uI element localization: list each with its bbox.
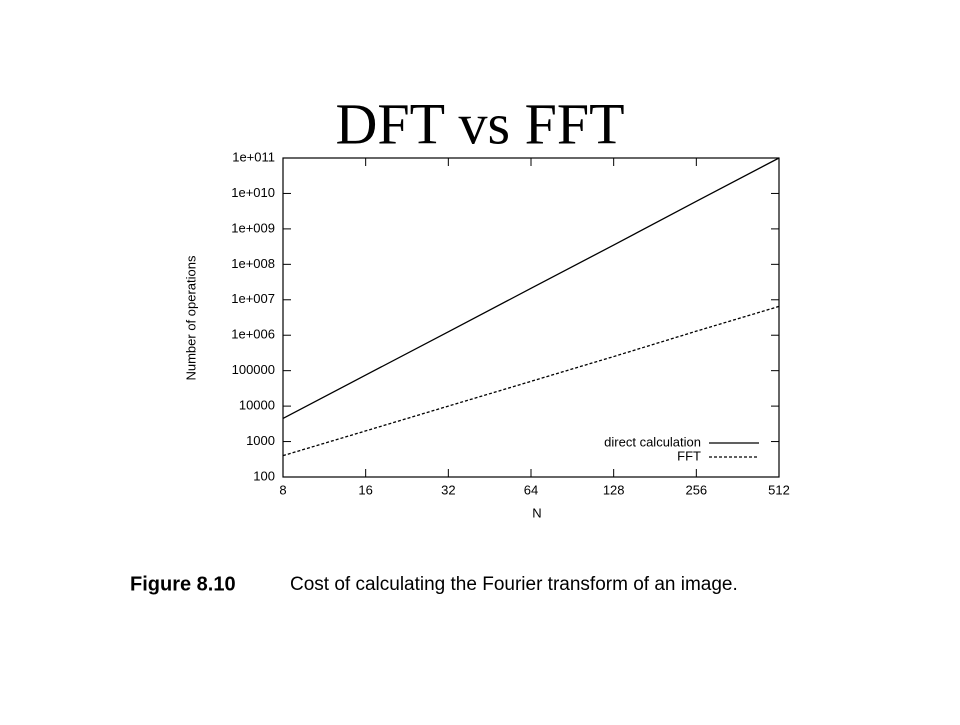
data-line	[282, 305, 780, 457]
x-tick-label: 32	[441, 482, 455, 497]
y-tick-label: 1e+010	[231, 185, 275, 200]
plot-frame	[282, 157, 780, 478]
x-tick-label: 512	[768, 482, 790, 497]
x-tick-label: 8	[279, 482, 286, 497]
legend-label: FFT	[677, 448, 701, 463]
y-tick-label: 1e+008	[231, 256, 275, 271]
x-tick-label: 64	[524, 482, 538, 497]
y-tick-label: 100000	[232, 362, 275, 377]
figure-label: Figure 8.10	[130, 573, 236, 595]
legend-label: direct calculation	[604, 434, 701, 449]
y-axis-label: Number of operations	[183, 255, 198, 381]
y-tick-label: 1e+009	[231, 220, 275, 235]
y-tick-label: 1000	[246, 433, 275, 448]
y-tick-label: 10000	[239, 398, 275, 413]
x-tick-label: 16	[358, 482, 372, 497]
slide-title: DFT vs FFT	[335, 91, 624, 156]
y-tick-label: 1e+006	[231, 327, 275, 342]
x-axis-label: N	[532, 505, 541, 520]
y-tick-label: 100	[253, 468, 275, 483]
y-tick-label: 1e+011	[232, 149, 275, 164]
x-tick-label: 256	[685, 482, 707, 497]
caption: Cost of calculating the Fourier transfor…	[290, 574, 738, 595]
y-tick-label: 1e+007	[231, 291, 275, 306]
x-tick-label: 128	[603, 482, 625, 497]
data-line	[282, 157, 780, 419]
